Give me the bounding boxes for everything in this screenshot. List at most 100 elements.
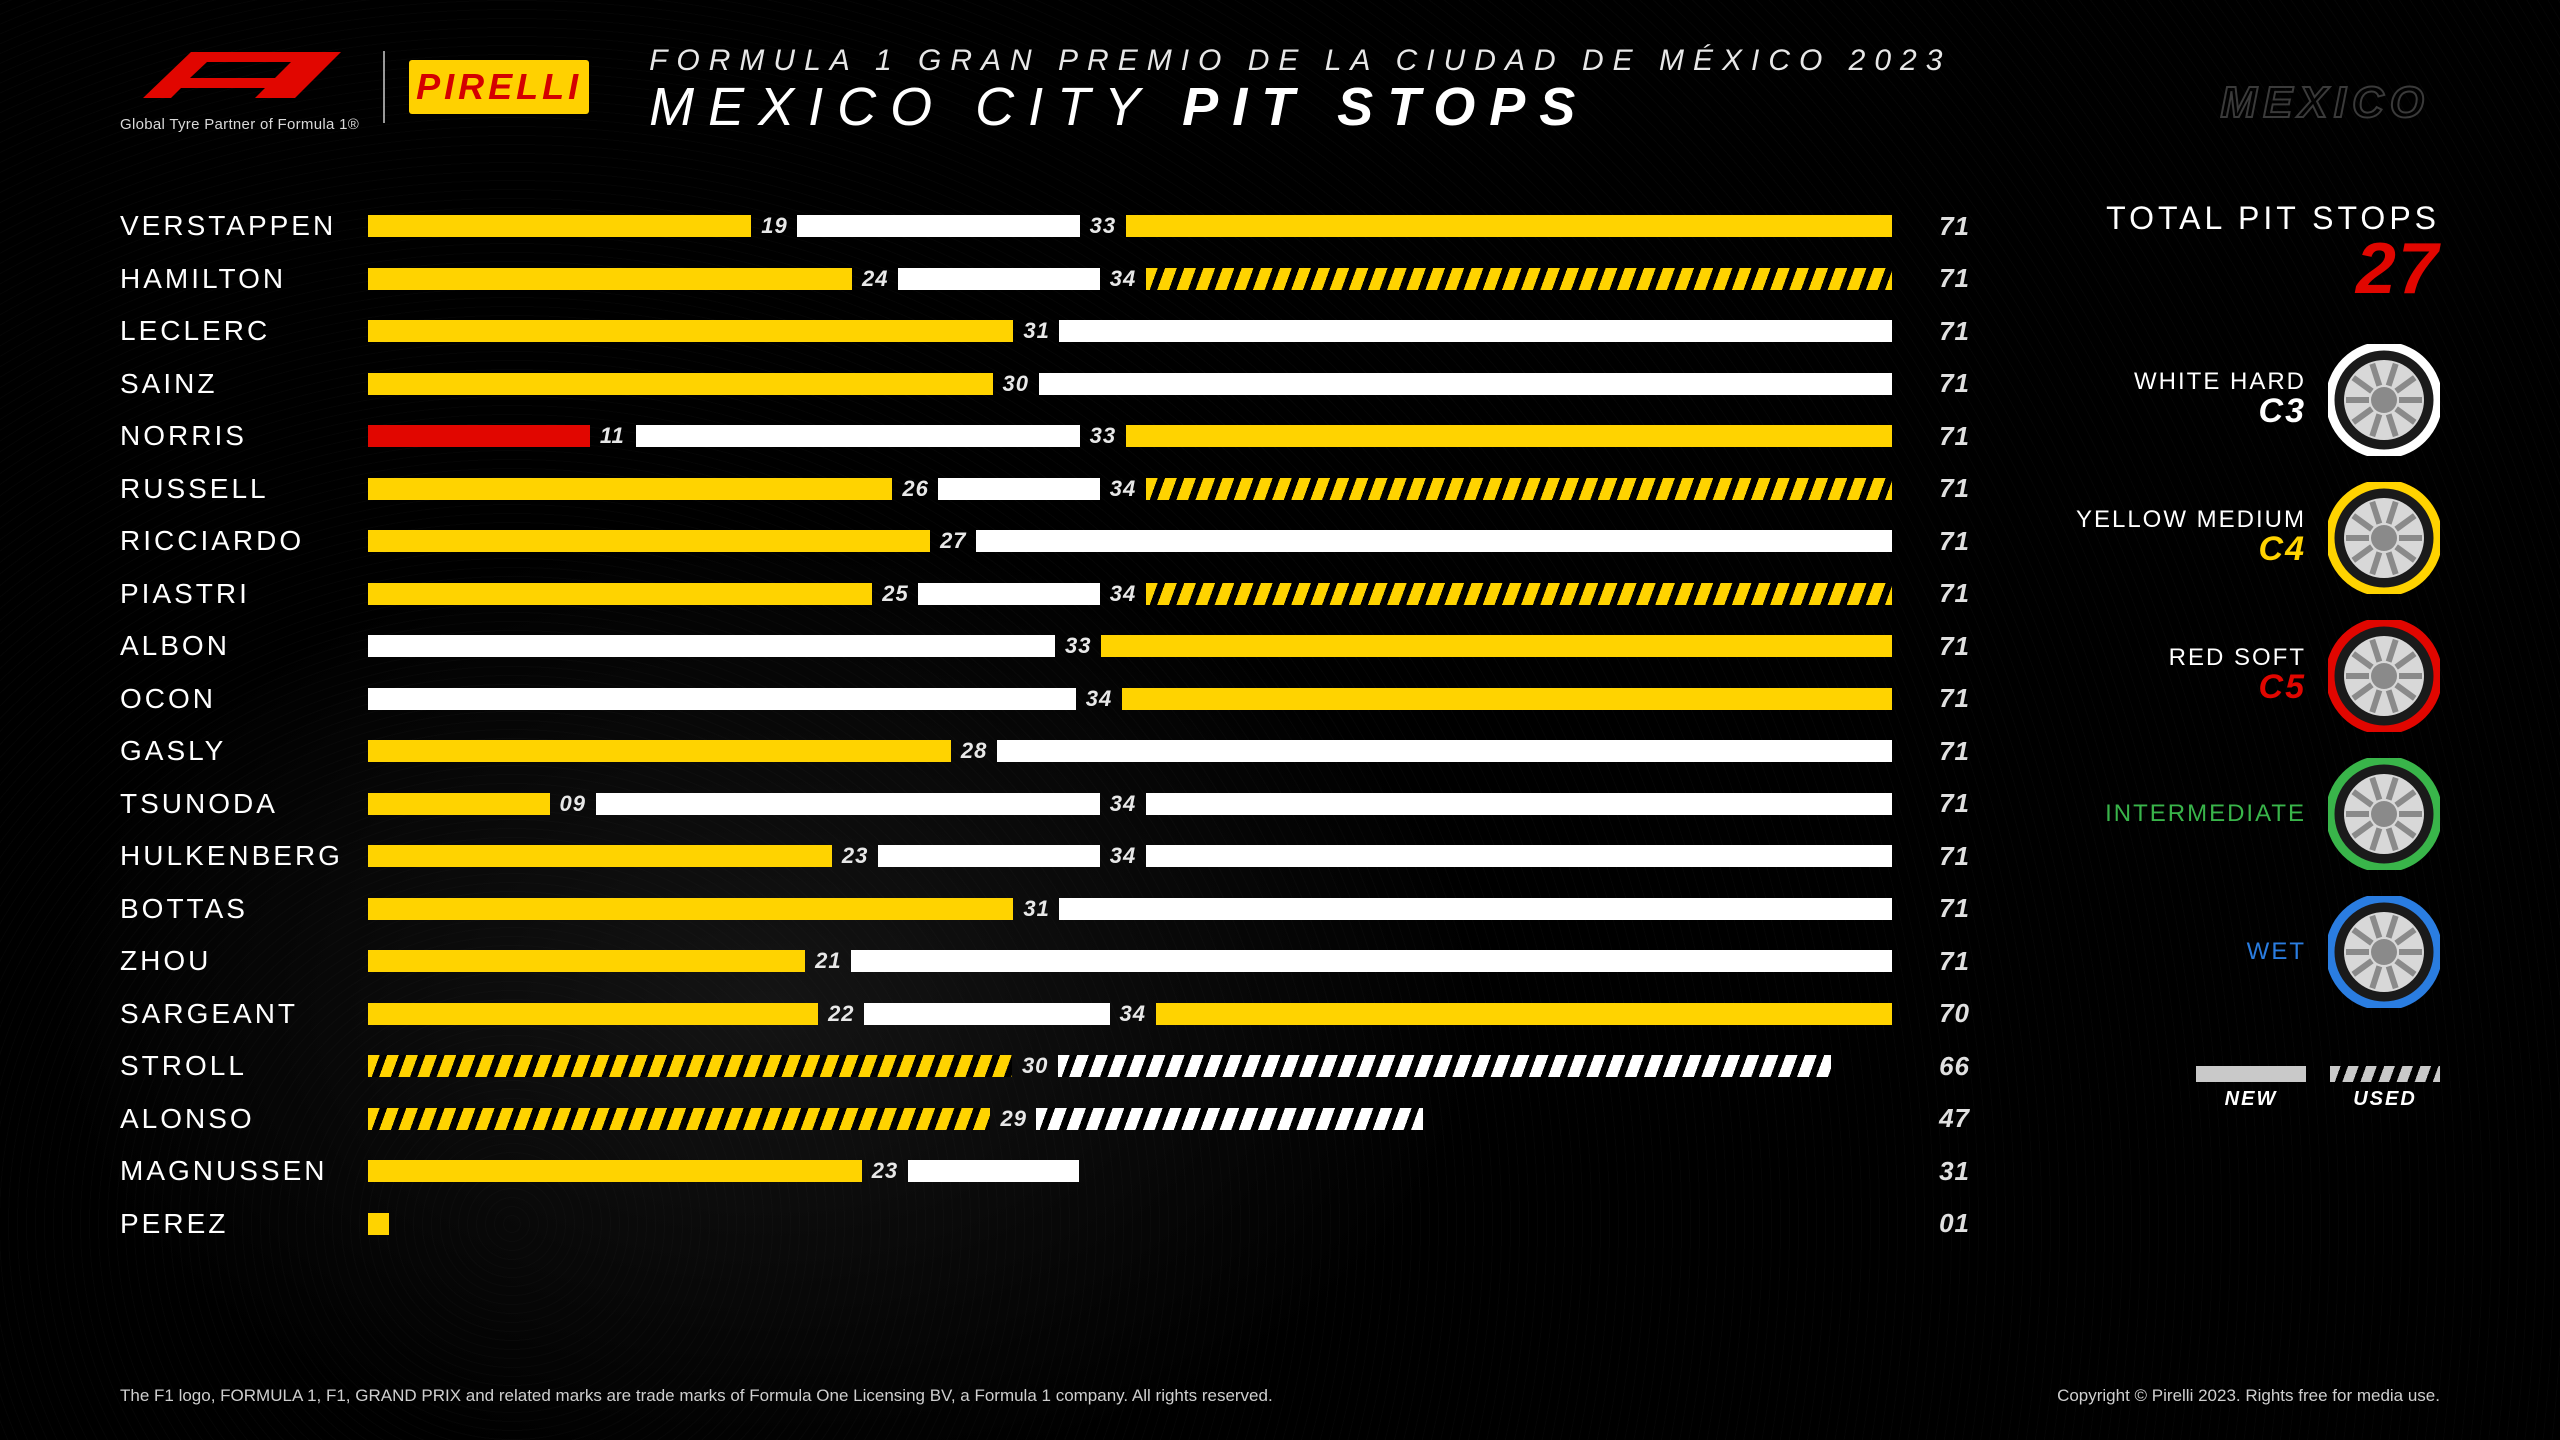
tyre-name: WET xyxy=(2247,938,2306,966)
stint-segment xyxy=(1146,793,1892,815)
stint-end-lap: 34 xyxy=(1100,266,1146,292)
driver-row: TSUNODA093471 xyxy=(120,778,1970,831)
tyre-legend-item: WHITE HARDC3 xyxy=(2010,344,2440,456)
stint-segment: 31 xyxy=(368,898,1013,920)
stint-segment xyxy=(368,1213,389,1235)
stint-end-lap: 30 xyxy=(993,371,1039,397)
stint-end-lap: 27 xyxy=(930,528,976,554)
stint-segment: 34 xyxy=(596,793,1100,815)
tyre-code: C5 xyxy=(2169,668,2306,707)
tyre-icon xyxy=(2328,482,2440,594)
driver-name: BOTTAS xyxy=(120,893,350,925)
tyre-icon xyxy=(2328,758,2440,870)
driver-row: HULKENBERG233471 xyxy=(120,830,1970,883)
driver-name: RUSSELL xyxy=(120,473,350,505)
finish-lap: 01 xyxy=(1910,1208,1970,1239)
stint-track: 2334 xyxy=(368,845,1892,867)
stint-segment xyxy=(1156,1003,1892,1025)
driver-row: VERSTAPPEN193371 xyxy=(120,200,1970,253)
stint-segment: 34 xyxy=(864,1003,1109,1025)
stint-segment: 23 xyxy=(368,845,832,867)
tyre-text: RED SOFTC5 xyxy=(2169,644,2306,707)
stint-segment: 21 xyxy=(368,950,805,972)
finish-lap: 47 xyxy=(1910,1103,1970,1134)
driver-name: SAINZ xyxy=(120,368,350,400)
tyre-legend-item: INTERMEDIATE xyxy=(2010,758,2440,870)
tyre-name: INTERMEDIATE xyxy=(2105,800,2306,828)
finish-lap: 70 xyxy=(1910,998,1970,1029)
stint-end-lap: 23 xyxy=(832,843,878,869)
stint-segment: 29 xyxy=(368,1108,990,1130)
logo-divider xyxy=(383,51,385,123)
stint-segment: 23 xyxy=(368,1160,862,1182)
driver-name: STROLL xyxy=(120,1050,350,1082)
stint-end-lap: 30 xyxy=(1012,1053,1058,1079)
finish-lap: 71 xyxy=(1910,946,1970,977)
stint-segment xyxy=(1122,688,1892,710)
stint-segment xyxy=(1126,425,1892,447)
stint-end-lap: 21 xyxy=(805,948,851,974)
stint-segment: 34 xyxy=(898,268,1100,290)
stint-segment xyxy=(997,740,1892,762)
stint-end-lap: 33 xyxy=(1055,633,1101,659)
tyre-legend-item: YELLOW MEDIUMC4 xyxy=(2010,482,2440,594)
stint-segment xyxy=(1146,478,1892,500)
stint-track: 2634 xyxy=(368,478,1892,500)
stint-segment: 09 xyxy=(368,793,550,815)
driver-name: OCON xyxy=(120,683,350,715)
tyre-icon xyxy=(2328,620,2440,732)
stint-segment: 31 xyxy=(368,320,1013,342)
stint-segment xyxy=(1039,373,1893,395)
stint-segment: 33 xyxy=(797,215,1079,237)
finish-lap: 71 xyxy=(1910,211,1970,242)
stint-end-lap: 33 xyxy=(1080,423,1126,449)
tyre-text: YELLOW MEDIUMC4 xyxy=(2076,506,2306,569)
partner-text: Global Tyre Partner of Formula 1® xyxy=(120,116,359,133)
driver-name: VERSTAPPEN xyxy=(120,210,350,242)
driver-row: ALBON3371 xyxy=(120,620,1970,673)
tyre-legend-item: WET xyxy=(2010,896,2440,1008)
stint-track: 2234 xyxy=(368,1003,1892,1025)
tyre-icon xyxy=(2328,344,2440,456)
stint-segment xyxy=(1146,268,1892,290)
driver-row: STROLL 30 66 xyxy=(120,1040,1970,1093)
driver-row: HAMILTON243471 xyxy=(120,253,1970,306)
stint-track: 21 xyxy=(368,950,1892,972)
pirelli-logo: PIRELLI xyxy=(409,60,589,114)
tyre-text: WET xyxy=(2247,938,2306,966)
driver-row: RICCIARDO2771 xyxy=(120,515,1970,568)
stint-track: 1133 xyxy=(368,425,1892,447)
finish-lap: 71 xyxy=(1910,368,1970,399)
stint-segment: 33 xyxy=(636,425,1080,447)
stint-end-lap: 31 xyxy=(1013,896,1059,922)
f1-logo-icon xyxy=(135,40,345,110)
finish-lap: 71 xyxy=(1910,683,1970,714)
driver-row: ALONSO2947 xyxy=(120,1093,1970,1146)
driver-name: MAGNUSSEN xyxy=(120,1155,350,1187)
driver-name: TSUNODA xyxy=(120,788,350,820)
country-watermark: MEXICO xyxy=(2220,78,2430,128)
footer-right: Copyright © Pirelli 2023. Rights free fo… xyxy=(2057,1386,2440,1406)
driver-name: LECLERC xyxy=(120,315,350,347)
driver-name: ZHOU xyxy=(120,945,350,977)
driver-name: HAMILTON xyxy=(120,263,350,295)
header: Global Tyre Partner of Formula 1® PIRELL… xyxy=(120,40,2440,180)
stint-end-lap: 33 xyxy=(1080,213,1126,239)
stint-track: 27 xyxy=(368,530,1892,552)
stint-end-lap: 26 xyxy=(892,476,938,502)
finish-lap: 66 xyxy=(1910,1051,1970,1082)
stint-track: 23 xyxy=(368,1160,1892,1182)
stint-segment xyxy=(1146,583,1892,605)
stint-end-lap: 23 xyxy=(862,1158,908,1184)
tyre-legend-item: RED SOFTC5 xyxy=(2010,620,2440,732)
driver-row: RUSSELL263471 xyxy=(120,463,1970,516)
sidebar: TOTAL PIT STOPS 27 WHITE HARDC3YELLOW ME… xyxy=(2010,200,2440,1250)
stint-track: 30 xyxy=(368,373,1892,395)
stint-segment: 34 xyxy=(918,583,1100,605)
stint-end-lap: 24 xyxy=(852,266,898,292)
stint-track: 2434 xyxy=(368,268,1892,290)
finish-lap: 71 xyxy=(1910,736,1970,767)
stint-track: 31 xyxy=(368,898,1892,920)
driver-name: ALBON xyxy=(120,630,350,662)
stint-end-lap: 09 xyxy=(550,791,596,817)
